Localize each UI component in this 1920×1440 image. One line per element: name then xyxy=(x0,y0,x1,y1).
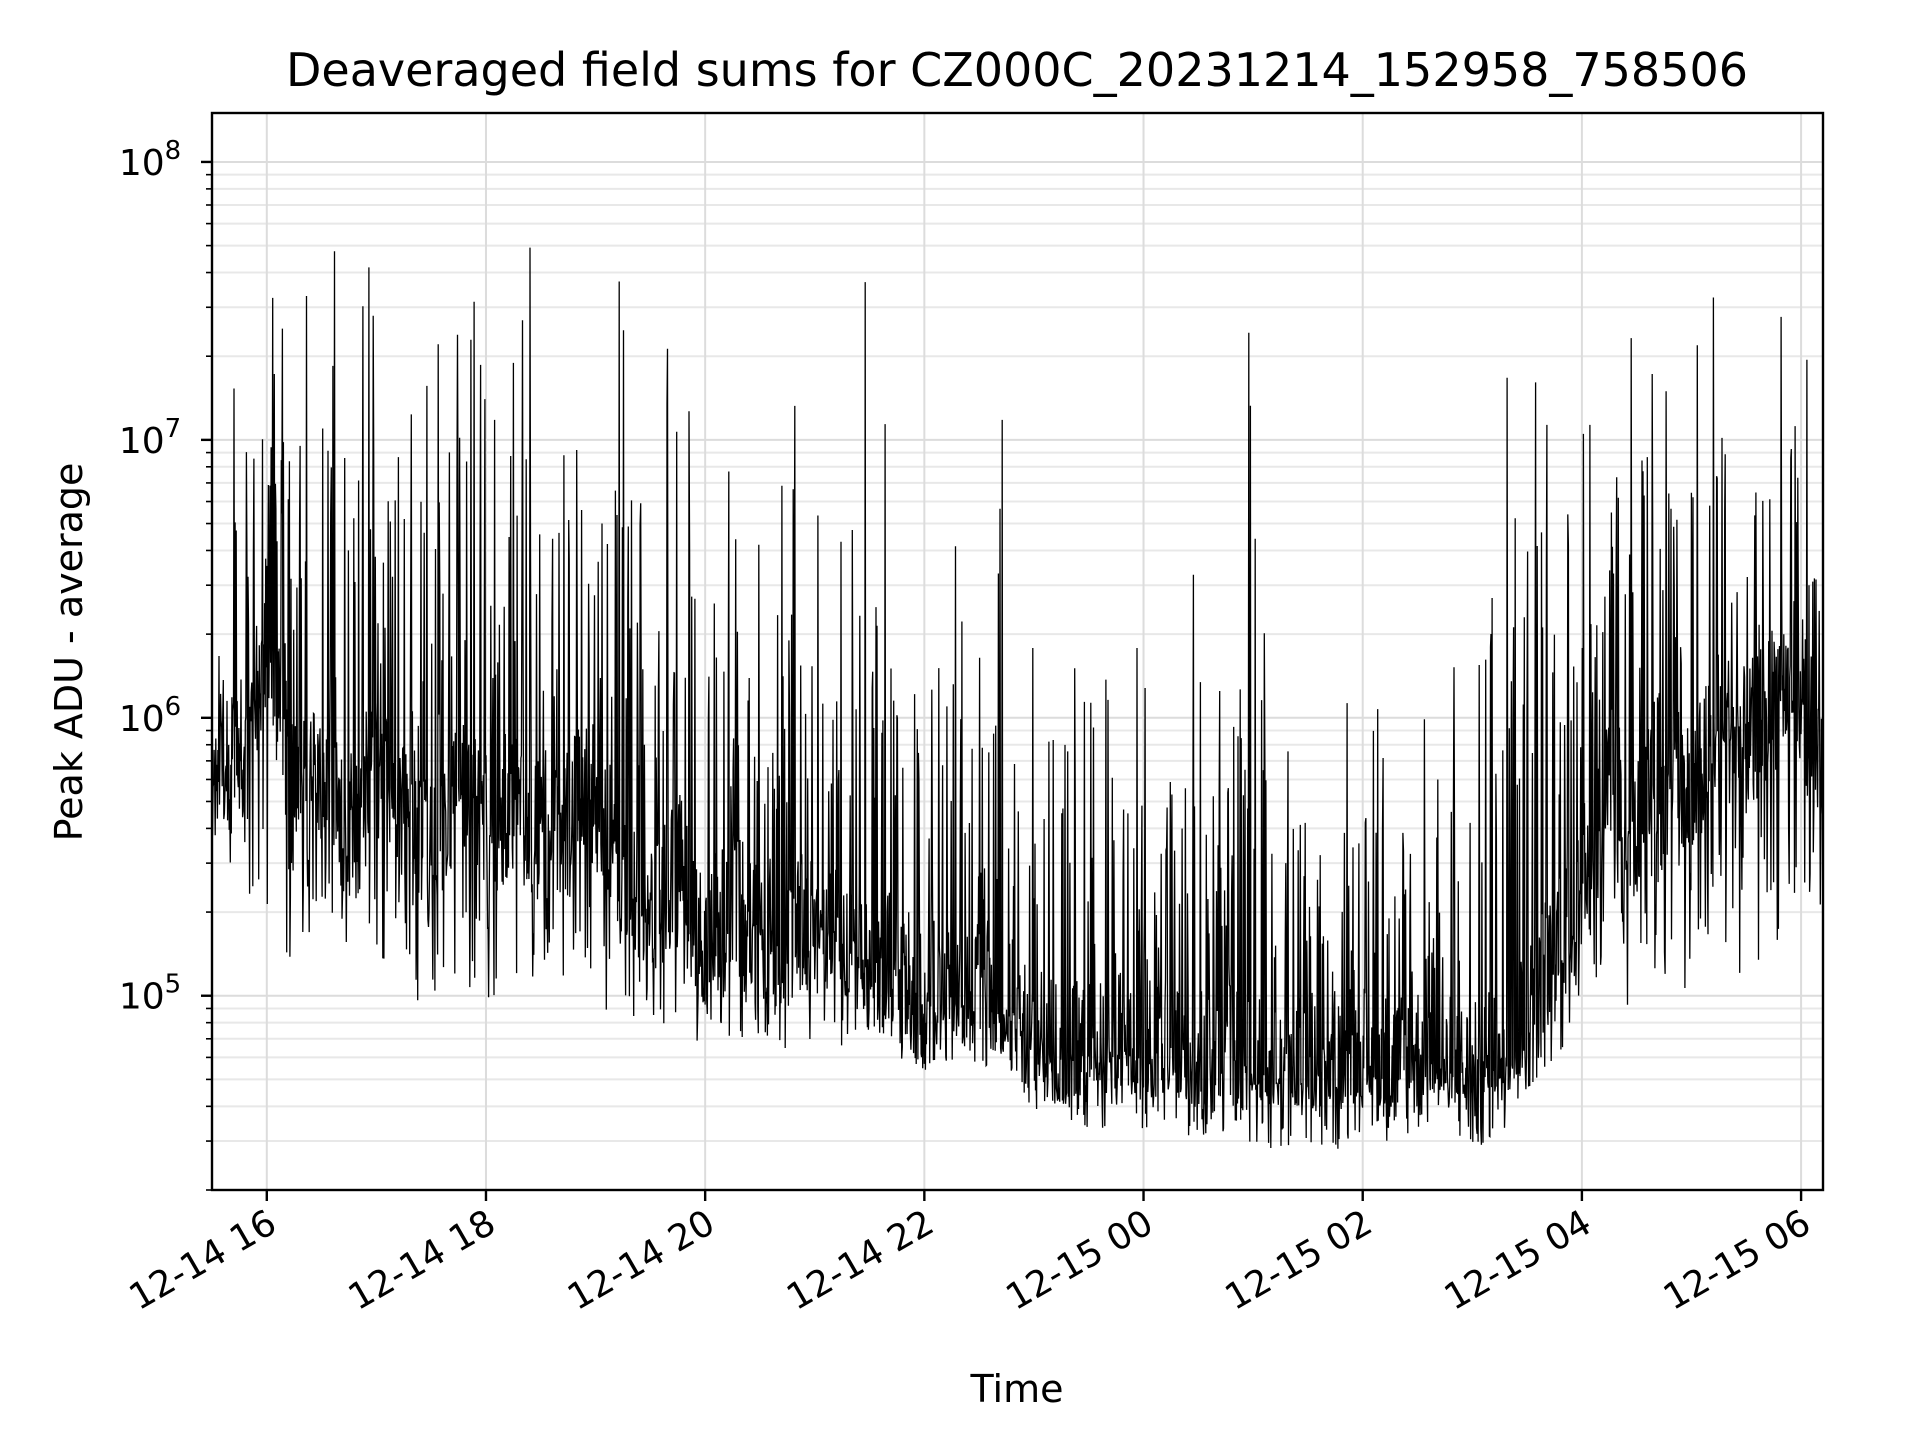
x-tick-label: 12-15 04 xyxy=(1438,1202,1599,1318)
y-tick-label: 108 xyxy=(119,136,181,184)
plot-frame xyxy=(210,111,1825,1192)
y-tick-label: 105 xyxy=(119,970,181,1018)
x-tick-label: 12-14 16 xyxy=(123,1202,284,1318)
x-axis-ticks: 12-14 16 12-14 18 12-14 20 12-14 22 12-15 00… xyxy=(123,1190,1818,1319)
x-tick-label: 12-14 18 xyxy=(342,1202,503,1318)
y-axis-label: Peak ADU - average xyxy=(47,463,91,842)
y-tick-label: 107 xyxy=(119,414,181,462)
series-line xyxy=(211,247,1824,1149)
y-tick-label: 106 xyxy=(119,692,181,740)
x-tick-label: 12-14 22 xyxy=(780,1202,941,1318)
chart-title: Deaveraged field sums for CZ000C_2023121… xyxy=(286,43,1748,97)
x-axis-label: Time xyxy=(970,1367,1064,1411)
x-tick-label: 12-15 00 xyxy=(999,1202,1160,1318)
series-layer xyxy=(211,247,1824,1149)
x-tick-label: 12-15 06 xyxy=(1657,1202,1818,1318)
x-tick-label: 12-14 20 xyxy=(561,1202,722,1318)
y-axis-ticks: 105 106 107 108 xyxy=(119,136,212,1191)
x-tick-label: 12-15 02 xyxy=(1219,1202,1380,1318)
